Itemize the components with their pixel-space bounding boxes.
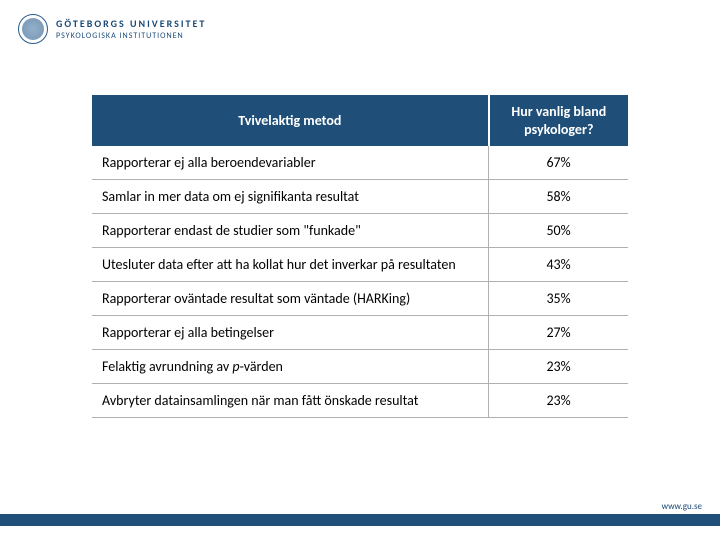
table-cell-method: Utesluter data efter att ha kollat hur d… bbox=[92, 248, 489, 282]
table-cell-method: Rapporterar endast de studier som "funka… bbox=[92, 214, 489, 248]
table-cell-value: 58% bbox=[489, 180, 628, 214]
table-row: Felaktig avrundning av p-värden23% bbox=[92, 350, 628, 384]
footer-bar bbox=[0, 514, 720, 526]
logo-seal bbox=[18, 14, 48, 44]
table-header-frequency: Hur vanlig bland psykologer? bbox=[489, 95, 628, 146]
department-name: PSYKOLOGISKA INSTITUTIONEN bbox=[56, 31, 206, 41]
table-cell-value: 23% bbox=[489, 350, 628, 384]
table-row: Rapporterar ej alla betingelser27% bbox=[92, 316, 628, 350]
table-cell-method: Rapporterar ej alla betingelser bbox=[92, 316, 489, 350]
logo-text: GÖTEBORGS UNIVERSITET PSYKOLOGISKA INSTI… bbox=[56, 17, 206, 41]
university-name: GÖTEBORGS UNIVERSITET bbox=[56, 17, 206, 30]
table-cell-value: 67% bbox=[489, 146, 628, 180]
table-cell-method: Rapporterar oväntade resultat som väntad… bbox=[92, 282, 489, 316]
table-cell-value: 23% bbox=[489, 384, 628, 418]
table-row: Rapporterar ej alla beroendevariabler67% bbox=[92, 146, 628, 180]
table-cell-value: 50% bbox=[489, 214, 628, 248]
table-row: Avbryter datainsamlingen när man fått ön… bbox=[92, 384, 628, 418]
table-cell-method: Samlar in mer data om ej signifikanta re… bbox=[92, 180, 489, 214]
table-row: Utesluter data efter att ha kollat hur d… bbox=[92, 248, 628, 282]
table-row: Rapporterar oväntade resultat som väntad… bbox=[92, 282, 628, 316]
table-cell-method: Avbryter datainsamlingen när man fått ön… bbox=[92, 384, 489, 418]
table-cell-method: Felaktig avrundning av p-värden bbox=[92, 350, 489, 384]
table-cell-value: 35% bbox=[489, 282, 628, 316]
table-cell-value: 43% bbox=[489, 248, 628, 282]
table-body: Rapporterar ej alla beroendevariabler67%… bbox=[92, 146, 628, 418]
table-row: Samlar in mer data om ej signifikanta re… bbox=[92, 180, 628, 214]
table-cell-value: 27% bbox=[489, 316, 628, 350]
methods-table: Tvivelaktig metod Hur vanlig bland psyko… bbox=[92, 95, 628, 418]
methods-table-container: Tvivelaktig metod Hur vanlig bland psyko… bbox=[92, 95, 628, 418]
table-cell-method: Rapporterar ej alla beroendevariabler bbox=[92, 146, 489, 180]
table-row: Rapporterar endast de studier som "funka… bbox=[92, 214, 628, 248]
footer-url: www.gu.se bbox=[662, 501, 702, 512]
university-logo: GÖTEBORGS UNIVERSITET PSYKOLOGISKA INSTI… bbox=[18, 14, 206, 44]
table-header-method: Tvivelaktig metod bbox=[92, 95, 489, 146]
